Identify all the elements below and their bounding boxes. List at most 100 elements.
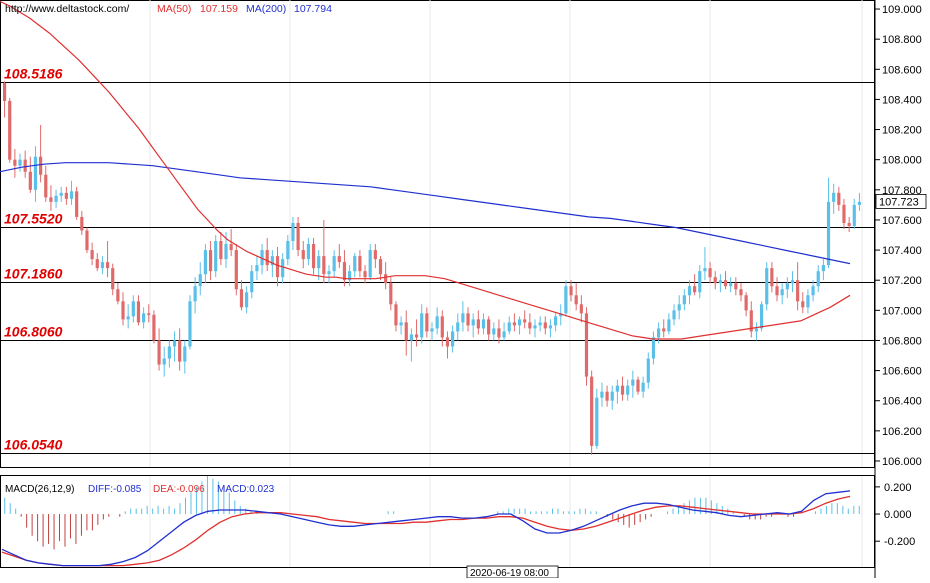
candle bbox=[389, 277, 393, 311]
candle bbox=[172, 331, 177, 362]
price-tick-label: 107.800 bbox=[882, 185, 922, 197]
candle bbox=[353, 253, 357, 278]
candle bbox=[409, 328, 413, 362]
macd-tick-label: -0.200 bbox=[884, 536, 915, 548]
candle bbox=[708, 262, 712, 284]
candle bbox=[548, 319, 553, 338]
ma50-label: MA(50) bbox=[157, 3, 191, 15]
candle bbox=[785, 277, 789, 299]
candle bbox=[569, 280, 573, 302]
candle bbox=[193, 277, 197, 314]
candle bbox=[142, 307, 146, 329]
candle bbox=[90, 242, 94, 266]
candle bbox=[590, 370, 594, 455]
ma200-value: 107.794 bbox=[294, 3, 332, 15]
candle bbox=[553, 313, 558, 332]
candle bbox=[636, 376, 640, 395]
candle bbox=[620, 376, 625, 401]
candle bbox=[806, 289, 810, 314]
candle bbox=[796, 262, 800, 311]
candle bbox=[358, 250, 362, 278]
candle bbox=[502, 322, 506, 341]
candle bbox=[348, 265, 352, 287]
candle bbox=[435, 307, 439, 335]
candle bbox=[64, 186, 68, 205]
macd-axis: 0.200 0.000 -0.200 bbox=[875, 482, 915, 548]
candle bbox=[780, 283, 784, 305]
candle bbox=[183, 340, 187, 374]
candle bbox=[662, 319, 666, 338]
candle bbox=[698, 265, 702, 299]
candle bbox=[260, 244, 264, 275]
candle bbox=[754, 322, 759, 341]
price-panel-frame bbox=[0, 0, 875, 468]
candle bbox=[584, 307, 589, 386]
candle bbox=[574, 283, 578, 311]
level-lines bbox=[0, 82, 875, 454]
candle bbox=[245, 286, 249, 314]
candle bbox=[39, 125, 43, 183]
price-axis: 109.000 108.800 108.600 108.400 108.200 108.0… bbox=[875, 4, 922, 468]
candle bbox=[641, 376, 645, 398]
candle bbox=[322, 219, 326, 284]
candle bbox=[8, 97, 12, 163]
candle bbox=[718, 274, 722, 293]
candle bbox=[13, 149, 17, 178]
candle bbox=[301, 241, 305, 269]
candle bbox=[481, 313, 486, 335]
macd-histogram bbox=[4, 476, 860, 550]
candle bbox=[250, 265, 254, 299]
candle bbox=[492, 322, 496, 341]
candle bbox=[816, 265, 820, 293]
candle bbox=[456, 313, 460, 341]
candle bbox=[126, 304, 130, 329]
candle bbox=[394, 301, 398, 332]
candle bbox=[667, 313, 671, 335]
candle bbox=[131, 295, 135, 323]
candle bbox=[672, 304, 676, 326]
candle bbox=[85, 227, 89, 254]
candle bbox=[713, 271, 717, 290]
candle bbox=[559, 304, 563, 326]
candle bbox=[2, 81, 7, 118]
candle bbox=[198, 262, 202, 296]
candle bbox=[425, 307, 429, 338]
candle bbox=[95, 253, 99, 272]
candle bbox=[203, 244, 208, 284]
source-url: http://www.deltastock.com/ bbox=[5, 3, 129, 15]
candle bbox=[466, 307, 470, 332]
candle bbox=[682, 289, 686, 311]
candle bbox=[734, 277, 738, 296]
candle bbox=[842, 198, 846, 229]
candle bbox=[626, 379, 630, 401]
candle bbox=[631, 370, 635, 398]
candle bbox=[286, 235, 290, 266]
candle bbox=[162, 346, 166, 377]
candle bbox=[147, 304, 151, 323]
level-label: 108.5186 bbox=[4, 66, 63, 82]
candle bbox=[208, 241, 213, 281]
candle bbox=[852, 198, 856, 229]
candle bbox=[451, 325, 455, 353]
macd-tick-label: 0.200 bbox=[884, 482, 912, 494]
candle bbox=[33, 146, 38, 202]
ma50-value: 107.159 bbox=[200, 3, 238, 15]
current-price-tag: 107.723 bbox=[875, 193, 927, 209]
price-tick-label: 107.600 bbox=[882, 215, 922, 227]
candle bbox=[239, 280, 244, 311]
candle bbox=[517, 316, 522, 335]
macd-title: MACD(26,12,9) bbox=[5, 484, 74, 495]
ma200-line bbox=[0, 162, 851, 265]
macd-value-label: MACD:0.023 bbox=[217, 484, 275, 495]
candle bbox=[461, 301, 465, 332]
candle bbox=[564, 280, 568, 317]
candle bbox=[595, 388, 599, 449]
candle bbox=[703, 247, 707, 281]
candle bbox=[281, 253, 285, 284]
candle bbox=[311, 238, 316, 275]
candle bbox=[121, 292, 125, 326]
candle bbox=[476, 310, 480, 335]
level-label: 107.1860 bbox=[4, 266, 63, 282]
candle bbox=[404, 310, 408, 356]
price-tick-label: 106.200 bbox=[882, 426, 922, 438]
